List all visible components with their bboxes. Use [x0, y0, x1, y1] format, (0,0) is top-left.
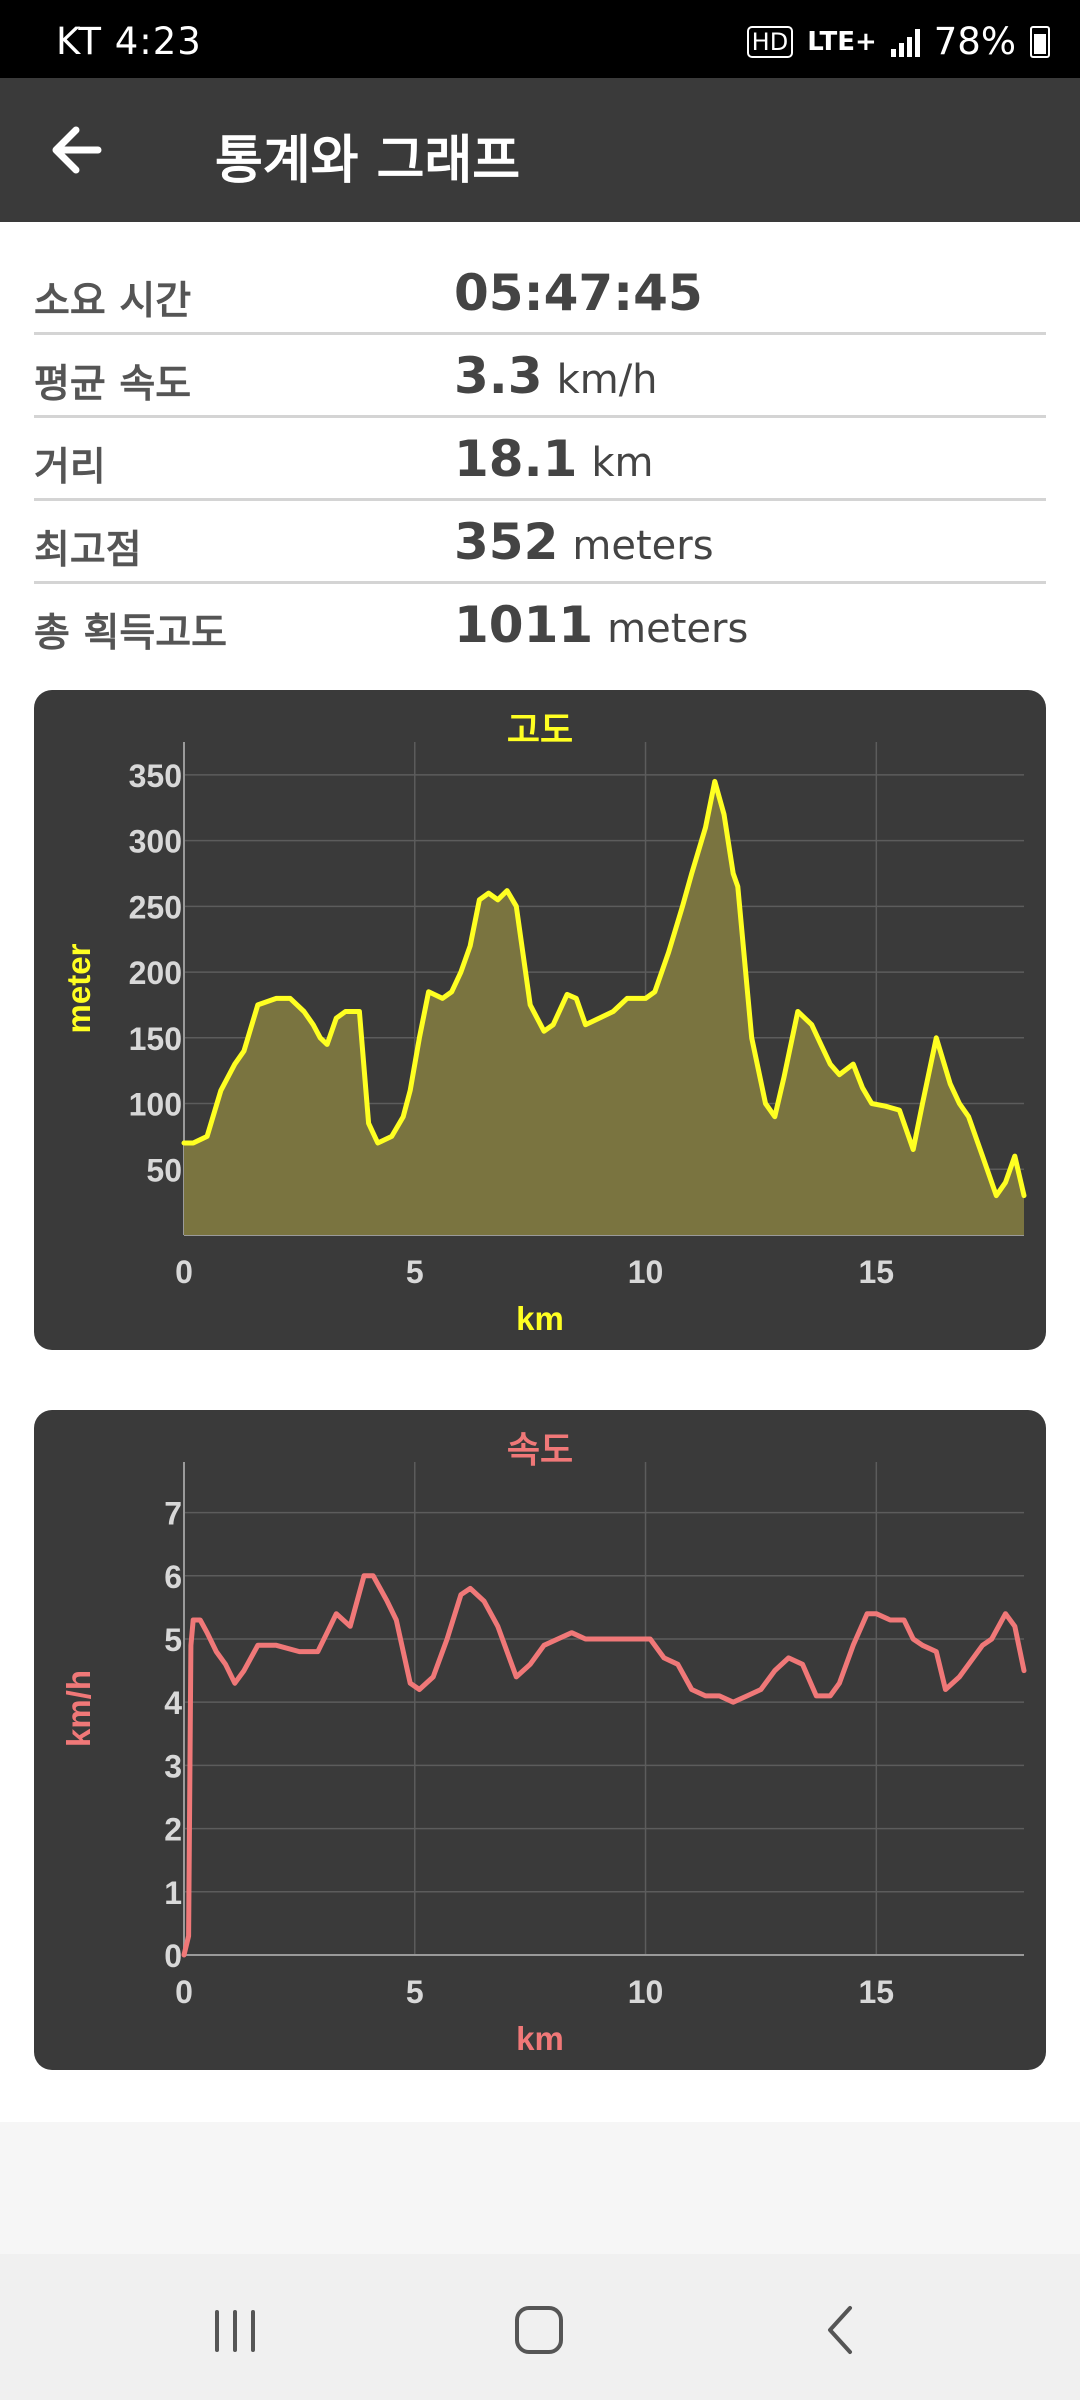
- stat-label: 평균 속도: [34, 362, 192, 407]
- recent-apps-icon: [215, 2310, 255, 2352]
- y-tick-label: 300: [129, 824, 182, 860]
- stat-row-elevation-gain: 총 획득고도 1011 meters: [34, 584, 1046, 664]
- y-tick-label: 3: [164, 1748, 182, 1784]
- stat-value: 1011 meters: [454, 596, 748, 654]
- x-tick-label: 0: [175, 1254, 193, 1290]
- stat-label: 총 획득고도: [34, 611, 227, 656]
- status-bar: KT 4:23 HD LTE+ 78%: [0, 0, 1080, 78]
- network-type-icon: LTE+: [807, 26, 877, 57]
- battery-percent: 78%: [933, 20, 1016, 63]
- x-tick-label: 10: [628, 1254, 664, 1290]
- stat-number: 1011: [454, 596, 594, 654]
- stat-unit: meters: [607, 606, 749, 652]
- y-tick-label: 2: [164, 1812, 182, 1848]
- y-tick-label: 100: [129, 1087, 182, 1123]
- y-axis-label: meter: [60, 943, 97, 1033]
- chart-title: 속도: [507, 1430, 573, 1471]
- stat-number: 18.1: [454, 430, 578, 488]
- y-tick-label: 1: [164, 1875, 182, 1911]
- signal-icon: [890, 27, 920, 57]
- stat-value: 3.3 km/h: [454, 347, 658, 405]
- content-area: 소요 시간 05:47:45 평균 속도 3.3 km/h 거리 18.1 km 최…: [0, 222, 1080, 2122]
- stats-table: 소요 시간 05:47:45 평균 속도 3.3 km/h 거리 18.1 km 최…: [34, 252, 1046, 664]
- hd-voice-icon: HD: [746, 25, 794, 58]
- stat-unit: meters: [572, 523, 714, 569]
- x-tick-label: 0: [175, 1974, 193, 2010]
- x-tick-label: 10: [628, 1974, 664, 2010]
- chart-title: 고도: [507, 710, 573, 751]
- home-button[interactable]: [500, 2294, 580, 2364]
- x-axis-label: km: [516, 2020, 564, 2057]
- y-tick-label: 4: [164, 1685, 182, 1721]
- stat-unit: km: [591, 440, 654, 486]
- navigation-bar: [0, 2254, 1080, 2400]
- stat-number: 05:47:45: [454, 264, 703, 322]
- y-tick-label: 6: [164, 1559, 182, 1595]
- x-tick-label: 15: [859, 1254, 895, 1290]
- battery-icon: [1030, 25, 1050, 58]
- x-tick-label: 5: [406, 1254, 424, 1290]
- arrow-left-icon: [52, 126, 102, 174]
- y-tick-label: 200: [129, 955, 182, 991]
- page-title: 통계와 그래프: [215, 131, 521, 191]
- stat-value: 352 meters: [454, 513, 714, 571]
- series-line: [181, 1573, 1027, 1958]
- speed-chart: 0 1 2 3 4 5 6 7 0 5 10 15 속도 km km/h: [60, 1430, 1027, 2057]
- app-bar: 통계와 그래프: [0, 78, 1080, 222]
- stat-row-distance: 거리 18.1 km: [34, 418, 1046, 501]
- stat-row-duration: 소요 시간 05:47:45: [34, 252, 1046, 335]
- stat-row-avg-speed: 평균 속도 3.3 km/h: [34, 335, 1046, 418]
- stat-value: 05:47:45: [454, 264, 717, 322]
- chevron-left-icon: [828, 2306, 852, 2354]
- stat-row-max-altitude: 최고점 352 meters: [34, 501, 1046, 584]
- stat-label: 소요 시간: [34, 279, 192, 324]
- speed-chart-card: 0 1 2 3 4 5 6 7 0 5 10 15 속도 km km/h: [34, 1410, 1046, 2070]
- altitude-chart-card: 50 100 150 200 250 300 350 0 5 10 15 고도 km meter: [34, 690, 1046, 1350]
- y-tick-label: 350: [129, 758, 182, 794]
- y-axis-label: km/h: [60, 1670, 97, 1747]
- series-line: [181, 778, 1027, 1199]
- recent-apps-button[interactable]: [195, 2294, 275, 2364]
- y-tick-label: 50: [146, 1152, 182, 1188]
- y-tick-label: 5: [164, 1622, 182, 1658]
- home-icon: [515, 2306, 563, 2354]
- back-button[interactable]: [40, 114, 112, 186]
- stat-unit: km/h: [556, 357, 658, 403]
- x-tick-label: 15: [859, 1974, 895, 2010]
- system-back-button[interactable]: [800, 2294, 880, 2364]
- stat-label: 거리: [34, 445, 106, 490]
- y-tick-label: 0: [164, 1938, 182, 1974]
- y-tick-label: 7: [164, 1496, 182, 1532]
- stat-label: 최고점: [34, 528, 142, 573]
- status-icons: HD LTE+ 78%: [746, 20, 1050, 63]
- y-tick-label: 250: [129, 889, 182, 925]
- carrier-time: KT 4:23: [56, 20, 202, 63]
- stat-value: 18.1 km: [454, 430, 654, 488]
- x-tick-label: 5: [406, 1974, 424, 2010]
- stat-number: 3.3: [454, 347, 543, 405]
- y-tick-label: 150: [129, 1021, 182, 1057]
- x-axis-label: km: [516, 1300, 564, 1337]
- altitude-chart: 50 100 150 200 250 300 350 0 5 10 15 고도 km meter: [60, 710, 1027, 1337]
- altitude-area-fill: [184, 781, 1024, 1235]
- stat-number: 352: [454, 513, 559, 571]
